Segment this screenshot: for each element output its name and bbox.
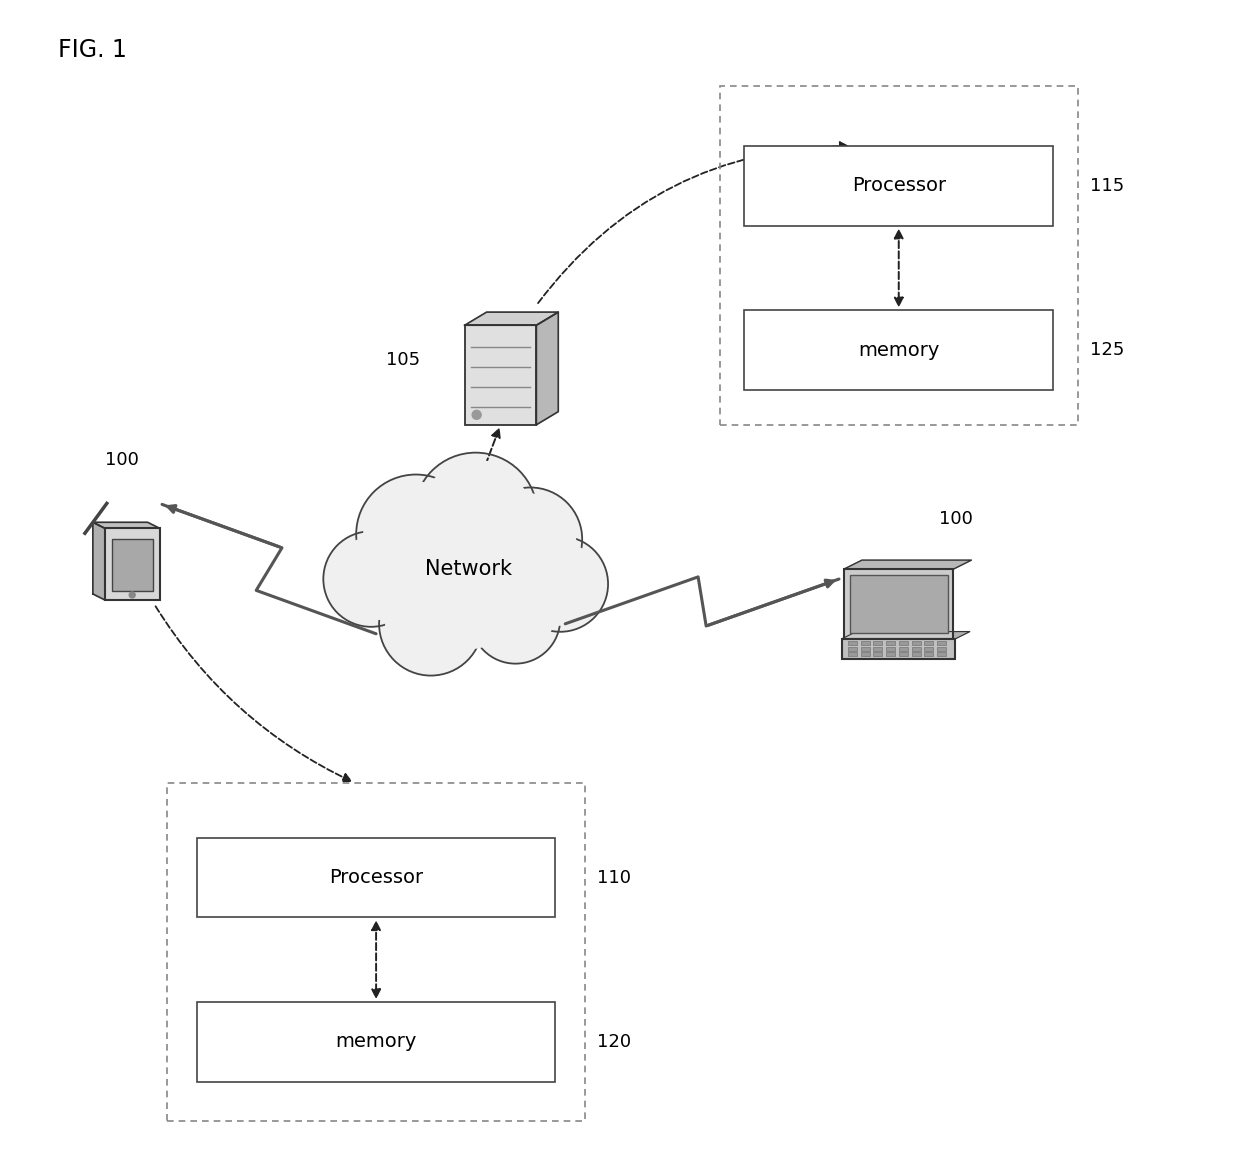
Bar [112,539,153,591]
Bar [719,87,1078,425]
Bar [899,647,908,650]
Text: Processor: Processor [852,176,946,195]
Bar [911,653,920,656]
Bar [873,647,883,650]
Bar [849,575,947,633]
Bar [842,639,956,659]
Polygon shape [93,522,105,600]
Bar [105,528,160,600]
Bar [873,641,883,646]
Bar [844,569,954,639]
Circle shape [363,481,469,587]
Bar [925,653,934,656]
Circle shape [391,499,541,649]
Bar [887,641,895,646]
Circle shape [472,411,481,419]
Circle shape [414,453,537,576]
Circle shape [356,474,476,594]
Text: 100: 100 [105,451,139,468]
Bar [848,653,857,656]
Bar [925,647,934,650]
Polygon shape [465,312,558,325]
Text: memory: memory [335,1032,417,1052]
Polygon shape [537,312,558,425]
Bar [887,653,895,656]
Circle shape [485,493,577,585]
Bar [937,641,946,646]
Bar [861,641,869,646]
Circle shape [324,532,419,627]
Bar [937,647,946,650]
Bar [167,783,585,1121]
Bar [911,641,920,646]
Bar [925,641,934,646]
Circle shape [330,538,413,621]
Circle shape [379,572,482,675]
Bar [911,647,920,650]
Bar [861,647,869,650]
Text: 110: 110 [598,869,631,886]
Circle shape [477,581,553,656]
Text: 125: 125 [1090,342,1125,359]
Text: Network: Network [425,559,512,579]
Polygon shape [93,522,160,528]
Text: 105: 105 [386,351,420,369]
Bar [848,641,857,646]
Circle shape [420,459,531,569]
Bar [937,653,946,656]
Bar [899,641,908,646]
Text: 115: 115 [1090,177,1125,195]
Circle shape [479,487,582,591]
Bar [848,647,857,650]
Bar [887,647,895,650]
Circle shape [518,542,603,626]
Text: memory: memory [858,340,940,359]
Text: 100: 100 [939,511,972,528]
Text: FIG. 1: FIG. 1 [57,38,126,61]
Circle shape [386,578,476,669]
Polygon shape [842,632,970,639]
Bar [465,325,537,425]
Circle shape [512,537,608,632]
Text: Processor: Processor [329,868,423,888]
Text: 120: 120 [598,1033,631,1051]
Polygon shape [844,560,971,569]
Bar [744,146,1053,225]
Bar [861,653,869,656]
Bar [197,1003,556,1081]
Bar [899,653,908,656]
Bar [873,653,883,656]
Circle shape [129,592,135,598]
Bar [744,310,1053,390]
Bar [197,838,556,917]
Circle shape [471,574,560,663]
